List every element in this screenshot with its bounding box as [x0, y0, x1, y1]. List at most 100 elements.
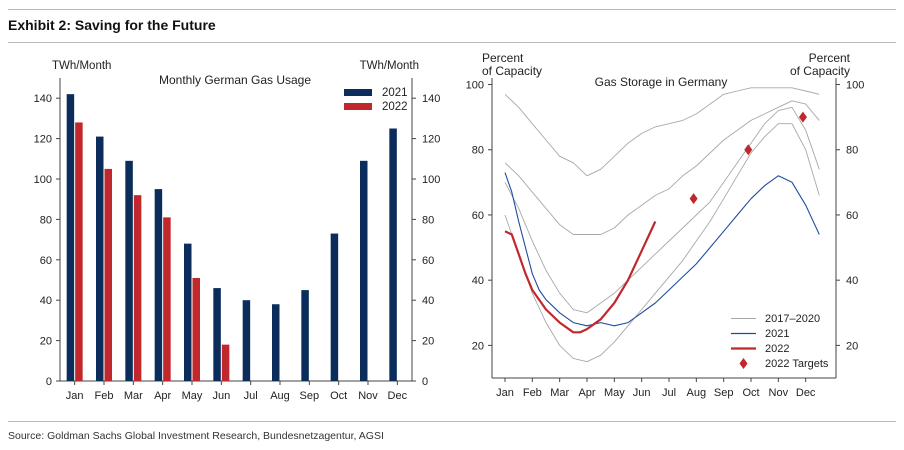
line-ylabel-right-2: of Capacity	[790, 64, 850, 78]
bar-ytick-label-left: 40	[40, 295, 52, 307]
bar-xtick-label: Aug	[270, 390, 290, 402]
line-xtick-label: Mar	[550, 387, 569, 399]
bar-2021-feb	[96, 136, 104, 381]
bar-xtick-label: Mar	[124, 390, 143, 402]
target-marker-2	[798, 111, 807, 123]
bar-ytick-label-right: 40	[422, 295, 434, 307]
bar-2021-aug	[272, 304, 280, 381]
line-xtick-label: Oct	[742, 387, 759, 399]
bar-2021-jan	[66, 94, 75, 381]
top-rule	[8, 9, 896, 10]
bar-2022-mar	[133, 195, 142, 381]
title-rule	[8, 42, 896, 43]
legend-label-1: 2021	[765, 328, 789, 340]
source-note: Source: Goldman Sachs Global Investment …	[8, 430, 384, 442]
bar-2021-jul	[242, 300, 251, 381]
bar-xtick-label: Feb	[95, 390, 114, 402]
bar-2021-jun	[213, 288, 221, 381]
legend-label-2022: 2022	[382, 101, 408, 113]
bar-xtick-label: Apr	[154, 390, 171, 402]
bar-ytick-label-right: 120	[422, 134, 440, 146]
bar-xtick-label: Nov	[358, 390, 378, 402]
bar-ylabel-right: TWh/Month	[360, 60, 419, 72]
legend-label-3: 2022 Targets	[765, 358, 829, 370]
line-xtick-label: May	[604, 387, 625, 399]
line-ylabel-left-2: of Capacity	[482, 64, 542, 78]
line-ytick-label-right: 80	[846, 145, 858, 157]
bar-chart-title: Monthly German Gas Usage	[159, 73, 311, 87]
bar-xtick-label: Jun	[212, 390, 230, 402]
legend-label-2021: 2021	[382, 87, 408, 99]
bar-2021-may	[184, 243, 192, 381]
bar-ylabel-left: TWh/Month	[52, 60, 111, 72]
bar-ytick-label-right: 140	[422, 93, 440, 105]
bar-xtick-label: Sep	[300, 390, 320, 402]
series-2022-line	[504, 221, 657, 334]
line-xtick-label: Feb	[523, 387, 542, 399]
series-2017-2020-line-3	[504, 123, 820, 363]
line-ylabel-left-1: Percent	[482, 51, 524, 65]
bar-ytick-label-left: 140	[34, 93, 52, 105]
bar-ytick-label-left: 20	[40, 336, 52, 348]
line-xtick-label: Dec	[796, 387, 816, 399]
series-2021-line	[504, 172, 820, 327]
bar-ytick-label-right: 0	[422, 376, 428, 388]
line-xtick-label: Apr	[578, 387, 595, 399]
bar-xtick-label: Dec	[388, 390, 408, 402]
bar-ytick-label-left: 80	[40, 214, 52, 226]
bar-2022-jan	[75, 122, 83, 381]
exhibit-title: Exhibit 2: Saving for the Future	[8, 17, 216, 33]
line-ytick-label-right: 60	[846, 210, 858, 222]
bar-ytick-label-left: 60	[40, 255, 52, 267]
bar-2021-nov	[360, 160, 368, 381]
line-ytick-label-left: 80	[472, 145, 484, 157]
legend-label-2: 2022	[765, 343, 789, 355]
bar-ytick-label-left: 100	[34, 174, 52, 186]
legend-target-marker	[739, 358, 748, 369]
bar-xtick-label: Oct	[330, 390, 347, 402]
series-2017-2020-line-2	[504, 106, 820, 314]
line-ylabel-right-1: Percent	[809, 51, 851, 65]
bar-2021-mar	[125, 160, 133, 381]
bar-2021-apr	[154, 189, 163, 381]
line-ytick-label-left: 40	[472, 275, 484, 287]
bar-xtick-label: Jan	[66, 390, 84, 402]
legend-swatch-2022	[344, 103, 372, 110]
line-ytick-label-right: 100	[846, 80, 864, 92]
bar-2021-sep	[301, 290, 309, 381]
line-xtick-label: Nov	[769, 387, 789, 399]
line-xtick-label: Jul	[662, 387, 676, 399]
bar-2022-jun	[221, 344, 230, 381]
bar-ytick-label-right: 20	[422, 336, 434, 348]
bottom-rule	[8, 421, 896, 422]
series-2017-2020-line-0	[504, 87, 820, 177]
line-ytick-label-left: 20	[472, 340, 484, 352]
target-marker-0	[689, 193, 698, 205]
bar-ytick-label-left: 120	[34, 134, 52, 146]
line-xtick-label: Jun	[633, 387, 651, 399]
bar-xtick-label: Jul	[244, 390, 258, 402]
series-2017-2020-line-1	[504, 100, 820, 235]
bar-2021-dec	[389, 128, 397, 381]
legend-label-0: 2017–2020	[765, 313, 820, 325]
line-ytick-label-left: 100	[466, 80, 484, 92]
bar-2022-apr	[163, 217, 171, 381]
bar-xtick-label: May	[182, 390, 203, 402]
bar-ytick-label-right: 80	[422, 214, 434, 226]
line-ytick-label-right: 40	[846, 275, 858, 287]
bar-ytick-label-left: 0	[46, 376, 52, 388]
line-xtick-label: Aug	[687, 387, 707, 399]
line-chart-title: Gas Storage in Germany	[595, 75, 728, 89]
bar-ytick-label-right: 60	[422, 255, 434, 267]
bar-2022-feb	[104, 168, 112, 381]
line-xtick-label: Jan	[496, 387, 514, 399]
line-ytick-label-right: 20	[846, 340, 858, 352]
bar-2021-oct	[330, 233, 339, 381]
line-xtick-label: Sep	[714, 387, 734, 399]
bar-ytick-label-right: 100	[422, 174, 440, 186]
bar-2022-may	[192, 277, 200, 381]
legend-swatch-2021	[344, 89, 372, 96]
target-marker-1	[744, 144, 753, 156]
